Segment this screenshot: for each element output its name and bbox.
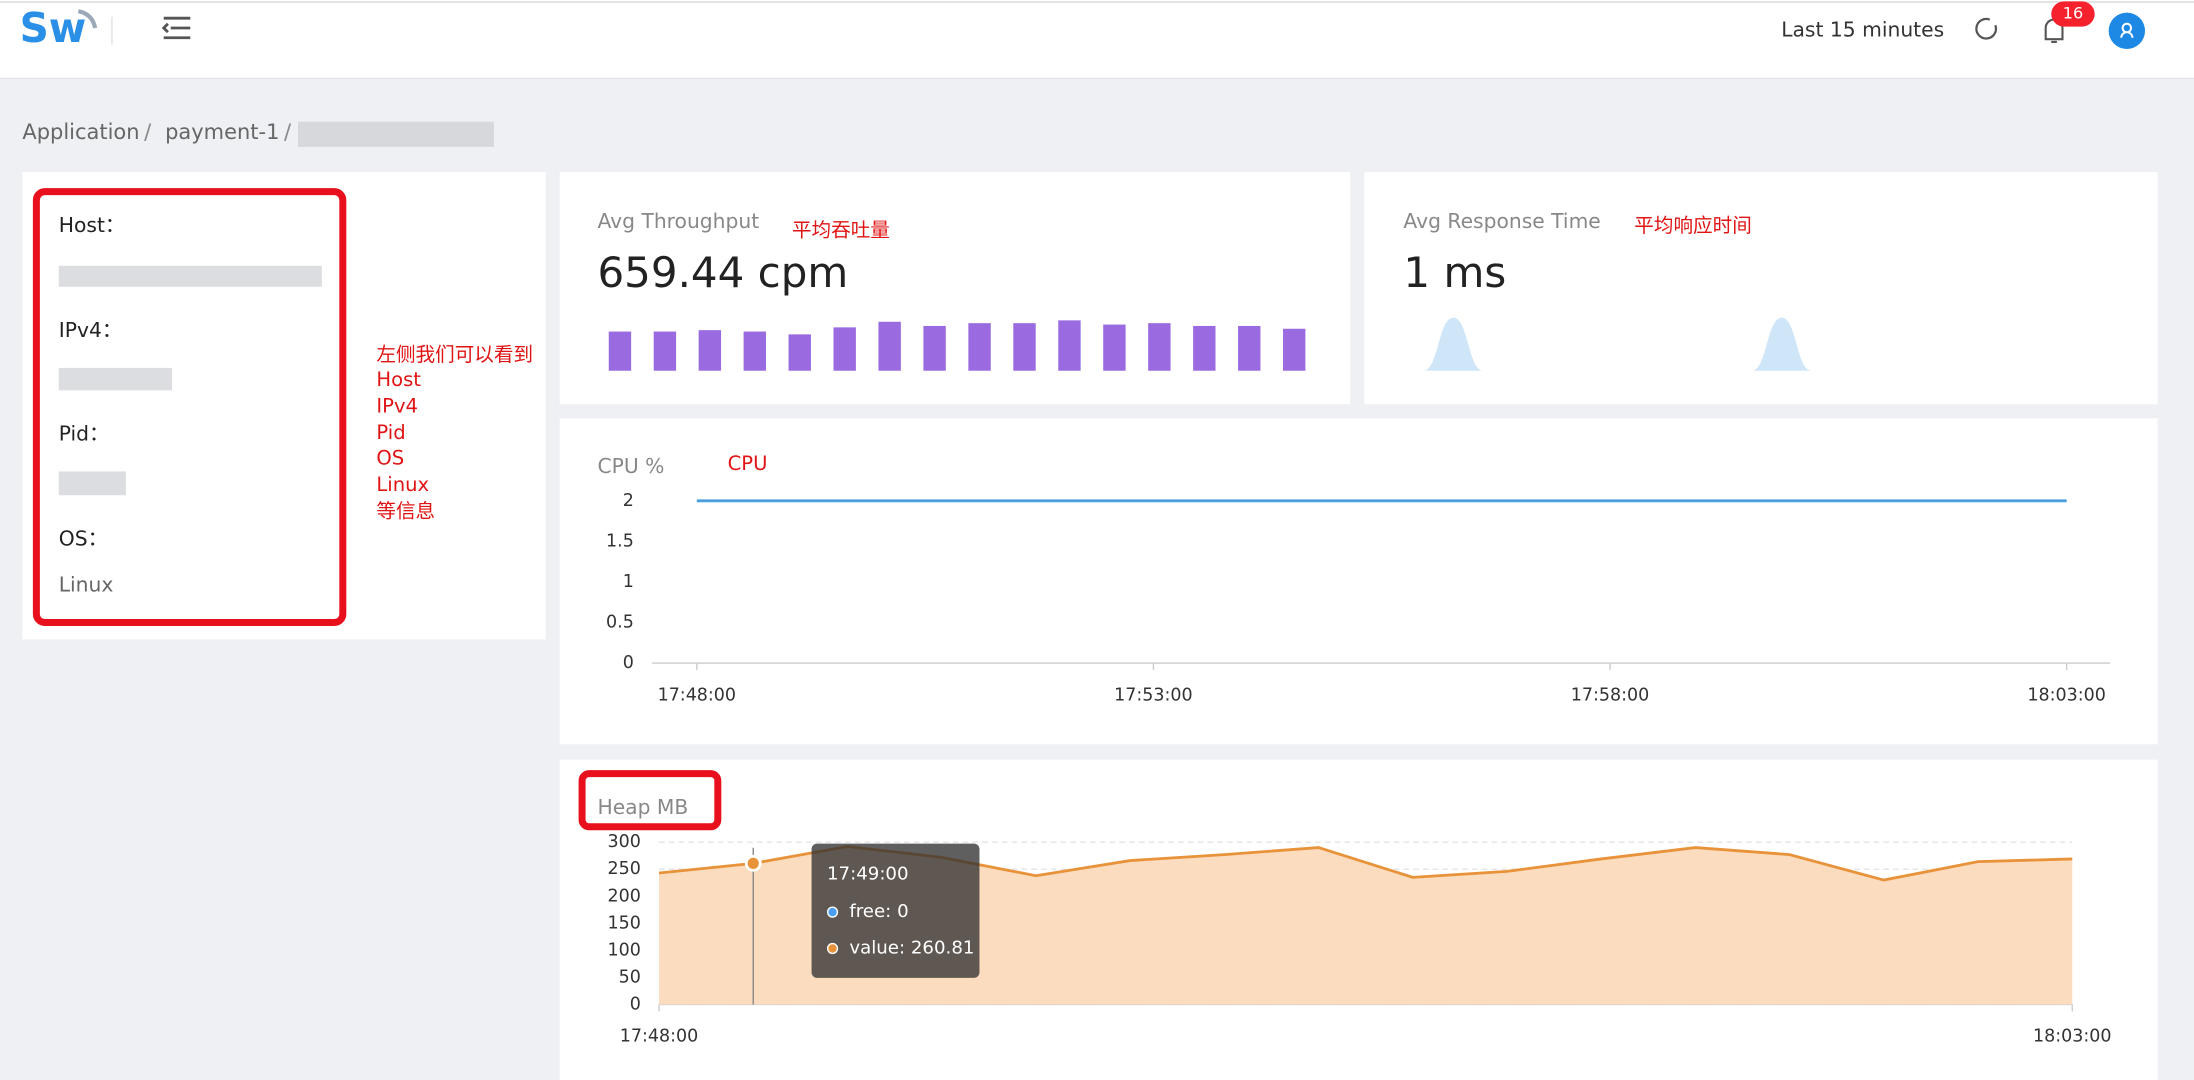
refresh-button[interactable] [1975,17,1998,40]
y-tick-label: 100 [608,940,641,960]
notification-count: 16 [2063,3,2083,22]
y-tick-label: 300 [608,832,641,852]
time-range[interactable]: Last 15 minutes [1781,17,1944,41]
header [0,0,2194,79]
bar [788,334,811,371]
bar [878,321,901,371]
chart-title: Heap MB [597,795,688,819]
y-tick-label: 50 [619,967,641,987]
note-line: Host [376,368,421,391]
bar [698,330,722,371]
bar [1013,323,1036,371]
notification-badge [2051,1,2095,27]
y-tick-label: 1 [623,572,634,592]
logo-arc [77,9,98,29]
info-value: Linux [59,573,114,597]
bar [968,323,991,371]
note-line: 等信息 [376,500,435,523]
bar [1148,323,1171,371]
hover-point [744,854,762,872]
bar [743,331,766,371]
redacted-text [58,367,173,391]
bar [1058,320,1081,371]
bar [833,327,856,371]
chart-title: CPU % [597,454,664,478]
bar [1103,324,1126,371]
note-line: Linux [376,473,429,496]
avatar[interactable] [2108,12,2146,49]
y-tick-label: 1.5 [606,531,634,551]
annotation: 平均响应时间 [1634,214,1751,237]
area [1393,317,1842,371]
note-line: IPv4 [376,395,418,418]
card [559,418,2158,745]
info-label: OS： [59,527,108,551]
x-tick-label: 18:03:00 [2033,1027,2111,1047]
y-tick-label: 250 [608,859,641,879]
note-line: OS [376,446,404,469]
chart-title: Avg Response Time [1403,209,1600,233]
y-tick-label: 0 [623,653,634,673]
x-tick-label: 17:48:00 [620,1027,698,1047]
note-line: 左侧我们可以看到 [376,343,533,366]
area [659,846,2073,1005]
bar [1283,328,1306,371]
breadcrumb-separator: / [284,120,292,144]
redacted-text [298,121,494,147]
tooltip-item: free: 0 [849,901,908,922]
bar [1238,325,1261,371]
redacted-text [58,471,126,496]
x-tick-label: 18:03:00 [2027,685,2105,705]
breadcrumb-item[interactable]: Application [22,120,139,144]
x-tick-label: 17:48:00 [658,685,736,705]
x-tick-label: 17:53:00 [1114,685,1192,705]
bar [653,331,677,371]
info-label: Pid： [59,422,110,446]
breadcrumb-separator: / [144,120,152,144]
bar [923,325,946,371]
x-tick-label: 17:58:00 [1571,685,1649,705]
note-line: Pid [376,421,405,444]
tooltip [811,843,980,978]
info-label: Host： [59,213,125,237]
summary-value: 1 ms [1403,248,1506,297]
bar [1193,325,1216,371]
highlight-box [578,770,722,831]
annotation: 平均吞吐量 [792,218,890,241]
info-note: 左侧我们可以看到 Host IPv4 Pid OS Linux 等信息 [376,343,533,523]
y-tick-label: 200 [608,886,641,906]
y-tick-label: 0.5 [606,613,634,633]
y-tick-label: 2 [623,491,634,511]
y-tick-label: 0 [630,994,641,1014]
redacted-text [58,265,322,287]
tooltip-dot [826,942,839,955]
y-tick-label: 150 [608,913,641,933]
info-panel [22,172,546,640]
breadcrumb-item[interactable]: payment-1 [165,120,279,144]
summary-value: 659.44 cpm [597,248,848,297]
avatar-icon [2120,22,2134,38]
annotation: CPU [728,452,768,475]
tooltip-item: value: 260.81 [849,937,974,958]
bar [608,331,632,371]
tooltip-dot [826,906,839,918]
info-label: IPv4： [59,318,122,342]
logo[interactable]: Sw [20,4,87,52]
tooltip-title: 17:49:00 [827,863,909,884]
menu-toggle[interactable] [161,16,191,40]
highlight-box [32,188,347,627]
chart-title: Avg Throughput [597,209,759,233]
card [559,172,1351,405]
